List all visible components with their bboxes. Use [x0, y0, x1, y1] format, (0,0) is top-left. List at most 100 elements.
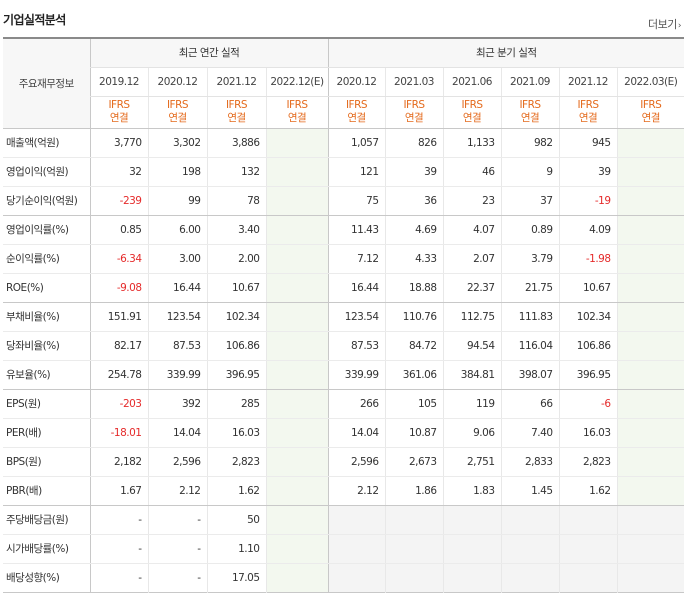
table-cell: 1.67	[89, 476, 148, 506]
table-cell: 84.72	[384, 331, 444, 361]
quarter-group-header: 최근 분기 실적	[327, 38, 685, 68]
table-cell: 1,133	[442, 128, 502, 158]
table-cell	[616, 563, 685, 592]
row-label: 주당배당금(원)	[3, 505, 90, 535]
table-cell: 945	[558, 128, 618, 158]
table-cell: 3.00	[147, 244, 207, 274]
table-cell: 2,751	[442, 447, 502, 477]
table-cell: 21.75	[500, 273, 560, 303]
table-cell	[265, 476, 329, 506]
table-cell: 361.06	[384, 360, 444, 390]
table-cell: 121	[327, 157, 386, 187]
table-cell: 17.05	[206, 563, 266, 592]
table-cell	[265, 505, 329, 535]
table-cell: 78	[206, 186, 266, 216]
table-cell	[327, 534, 386, 564]
table-cell	[616, 331, 685, 361]
table-cell	[616, 302, 685, 332]
row-label: 순이익률(%)	[3, 244, 90, 274]
table-cell	[616, 157, 685, 187]
table-row: 당기순이익(억원) -239 99 78 75 36 23 37 -19	[3, 186, 685, 216]
table-cell	[265, 215, 329, 245]
table-cell: -19	[558, 186, 618, 216]
table-cell: -203	[89, 389, 148, 419]
table-cell	[442, 563, 502, 592]
ifrs-label: IFRS	[640, 99, 662, 111]
row-label: 매출액(억원)	[3, 128, 90, 158]
table-cell: 9	[500, 157, 560, 187]
table-cell: 37	[500, 186, 560, 216]
table-cell	[265, 128, 329, 158]
table-cell: -9.08	[89, 273, 148, 303]
table-cell	[558, 534, 618, 564]
table-cell: 16.03	[558, 418, 618, 448]
table-cell: 102.34	[558, 302, 618, 332]
table-cell: 18.88	[384, 273, 444, 303]
table-row: 당좌비율(%) 82.17 87.53 106.86 87.53 84.72 94.54 11…	[3, 331, 685, 361]
table-cell: 1.83	[442, 476, 502, 506]
accounting-basis: IFRS 연결	[384, 96, 444, 129]
section-header: 기업실적분석 더보기›	[0, 0, 686, 38]
table-cell	[616, 447, 685, 477]
table-cell	[265, 360, 329, 390]
table-cell: 396.95	[558, 360, 618, 390]
period-header: 2021.12	[206, 67, 266, 97]
table-cell	[616, 418, 685, 448]
ifrs-label: IFRS	[225, 99, 248, 111]
table-cell: 102.34	[206, 302, 266, 332]
table-cell: 16.03	[206, 418, 266, 448]
table-cell: 132	[206, 157, 266, 187]
table-cell: 99	[147, 186, 207, 216]
table-cell	[616, 534, 685, 564]
period-header: 2021.06	[442, 67, 502, 97]
table-cell: 2,823	[206, 447, 266, 477]
table-cell: -	[89, 534, 148, 564]
consolidated-label: 연결	[227, 112, 246, 124]
table-cell: 23	[442, 186, 502, 216]
table-cell	[558, 505, 618, 535]
row-label: 배당성향(%)	[3, 563, 90, 592]
row-label: 영업이익률(%)	[3, 215, 90, 245]
table-cell: 3.79	[500, 244, 560, 274]
accounting-basis: IFRS 연결	[500, 96, 560, 129]
table-cell: -239	[89, 186, 148, 216]
table-cell: 119	[442, 389, 502, 419]
table-row: 매출액(억원) 3,770 3,302 3,886 1,057 826 1,133 982 94…	[3, 128, 685, 158]
table-cell: 3.40	[206, 215, 266, 245]
consolidated-label: 연결	[462, 112, 482, 124]
period-header: 2020.12	[327, 67, 386, 97]
table-cell: 151.91	[89, 302, 148, 332]
table-cell: 9.06	[442, 418, 502, 448]
table-cell	[616, 215, 685, 245]
consolidated-label: 연결	[520, 112, 540, 124]
table-cell: 14.04	[327, 418, 386, 448]
table-cell: 4.09	[558, 215, 618, 245]
table-cell: 2.07	[442, 244, 502, 274]
table-row: 유보율(%) 254.78 339.99 396.95 339.99 361.06 384.…	[3, 360, 685, 390]
table-cell	[265, 563, 329, 592]
consolidated-label: 연결	[641, 112, 661, 124]
table-cell: 2,833	[500, 447, 560, 477]
table-cell: 2,596	[327, 447, 386, 477]
table-cell: 2,182	[89, 447, 148, 477]
table-cell: 36	[384, 186, 444, 216]
table-cell: 106.86	[558, 331, 618, 361]
accounting-basis: IFRS 연결	[89, 96, 148, 129]
ifrs-label: IFRS	[108, 99, 130, 111]
table-cell: 266	[327, 389, 386, 419]
annual-group-header: 최근 연간 실적	[89, 38, 329, 68]
accounting-basis: IFRS 연결	[327, 96, 386, 129]
table-cell: 105	[384, 389, 444, 419]
table-row: ROE(%) -9.08 16.44 10.67 16.44 18.88 22.37 21.7…	[3, 273, 685, 303]
table-cell: 66	[500, 389, 560, 419]
more-link[interactable]: 더보기›	[648, 16, 682, 32]
consolidated-label: 연결	[578, 112, 598, 124]
row-label: 유보율(%)	[3, 360, 90, 390]
row-label: EPS(원)	[3, 389, 90, 419]
ifrs-label: IFRS	[345, 99, 368, 111]
table-cell: 116.04	[500, 331, 560, 361]
table-cell	[616, 128, 685, 158]
row-label: 당기순이익(억원)	[3, 186, 90, 216]
consolidated-label: 연결	[168, 112, 187, 124]
period-header: 2021.03	[384, 67, 444, 97]
